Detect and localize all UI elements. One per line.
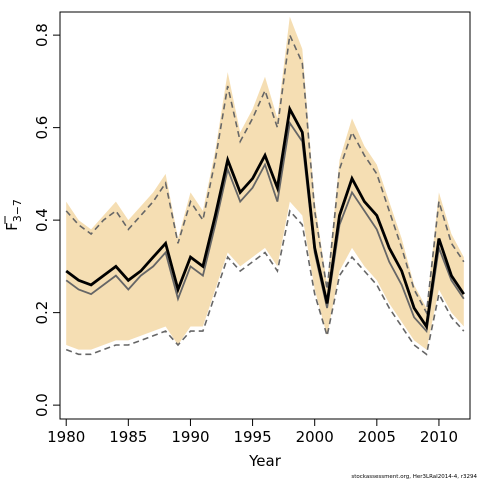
estimate-line bbox=[65, 104, 465, 331]
x-tick-label: 2000 bbox=[296, 428, 334, 446]
footer-credit: stockassessment.org, Her3LRaI2014-4, r32… bbox=[351, 474, 477, 480]
y-axis: 0.0 0.2 0.4 0.6 0.8 bbox=[33, 23, 60, 417]
x-tick-label: 1980 bbox=[47, 428, 85, 446]
x-tick-label: 1990 bbox=[171, 428, 209, 446]
secondary-estimate-line bbox=[65, 120, 465, 334]
confidence-band-layer bbox=[66, 16, 464, 350]
series-lines-layer bbox=[65, 32, 465, 356]
x-tick-label: 1985 bbox=[109, 428, 147, 446]
y-axis-title-main: F bbox=[3, 222, 21, 231]
x-axis: 1980 1985 1990 1995 2000 2005 2010 bbox=[47, 419, 458, 446]
y-tick-label: 0.0 bbox=[33, 393, 51, 417]
confidence-band bbox=[66, 16, 464, 350]
x-tick-label: 2010 bbox=[420, 428, 458, 446]
y-axis-title-subscript: 3−7 bbox=[11, 199, 24, 222]
upper-dashed-line bbox=[65, 32, 465, 316]
y-axis-title: F3−7 bbox=[3, 199, 24, 231]
x-axis-title: Year bbox=[248, 452, 282, 470]
y-tick-label: 0.4 bbox=[33, 208, 51, 232]
x-tick-label: 2005 bbox=[358, 428, 396, 446]
plot-area-frame bbox=[59, 11, 471, 420]
x-tick-label: 1995 bbox=[233, 428, 271, 446]
lower-dashed-line bbox=[65, 209, 465, 356]
y-tick-label: 0.2 bbox=[33, 301, 51, 325]
y-tick-label: 0.6 bbox=[33, 116, 51, 140]
svg-text:F3−7: F3−7 bbox=[3, 199, 24, 231]
y-tick-label: 0.8 bbox=[33, 23, 51, 47]
